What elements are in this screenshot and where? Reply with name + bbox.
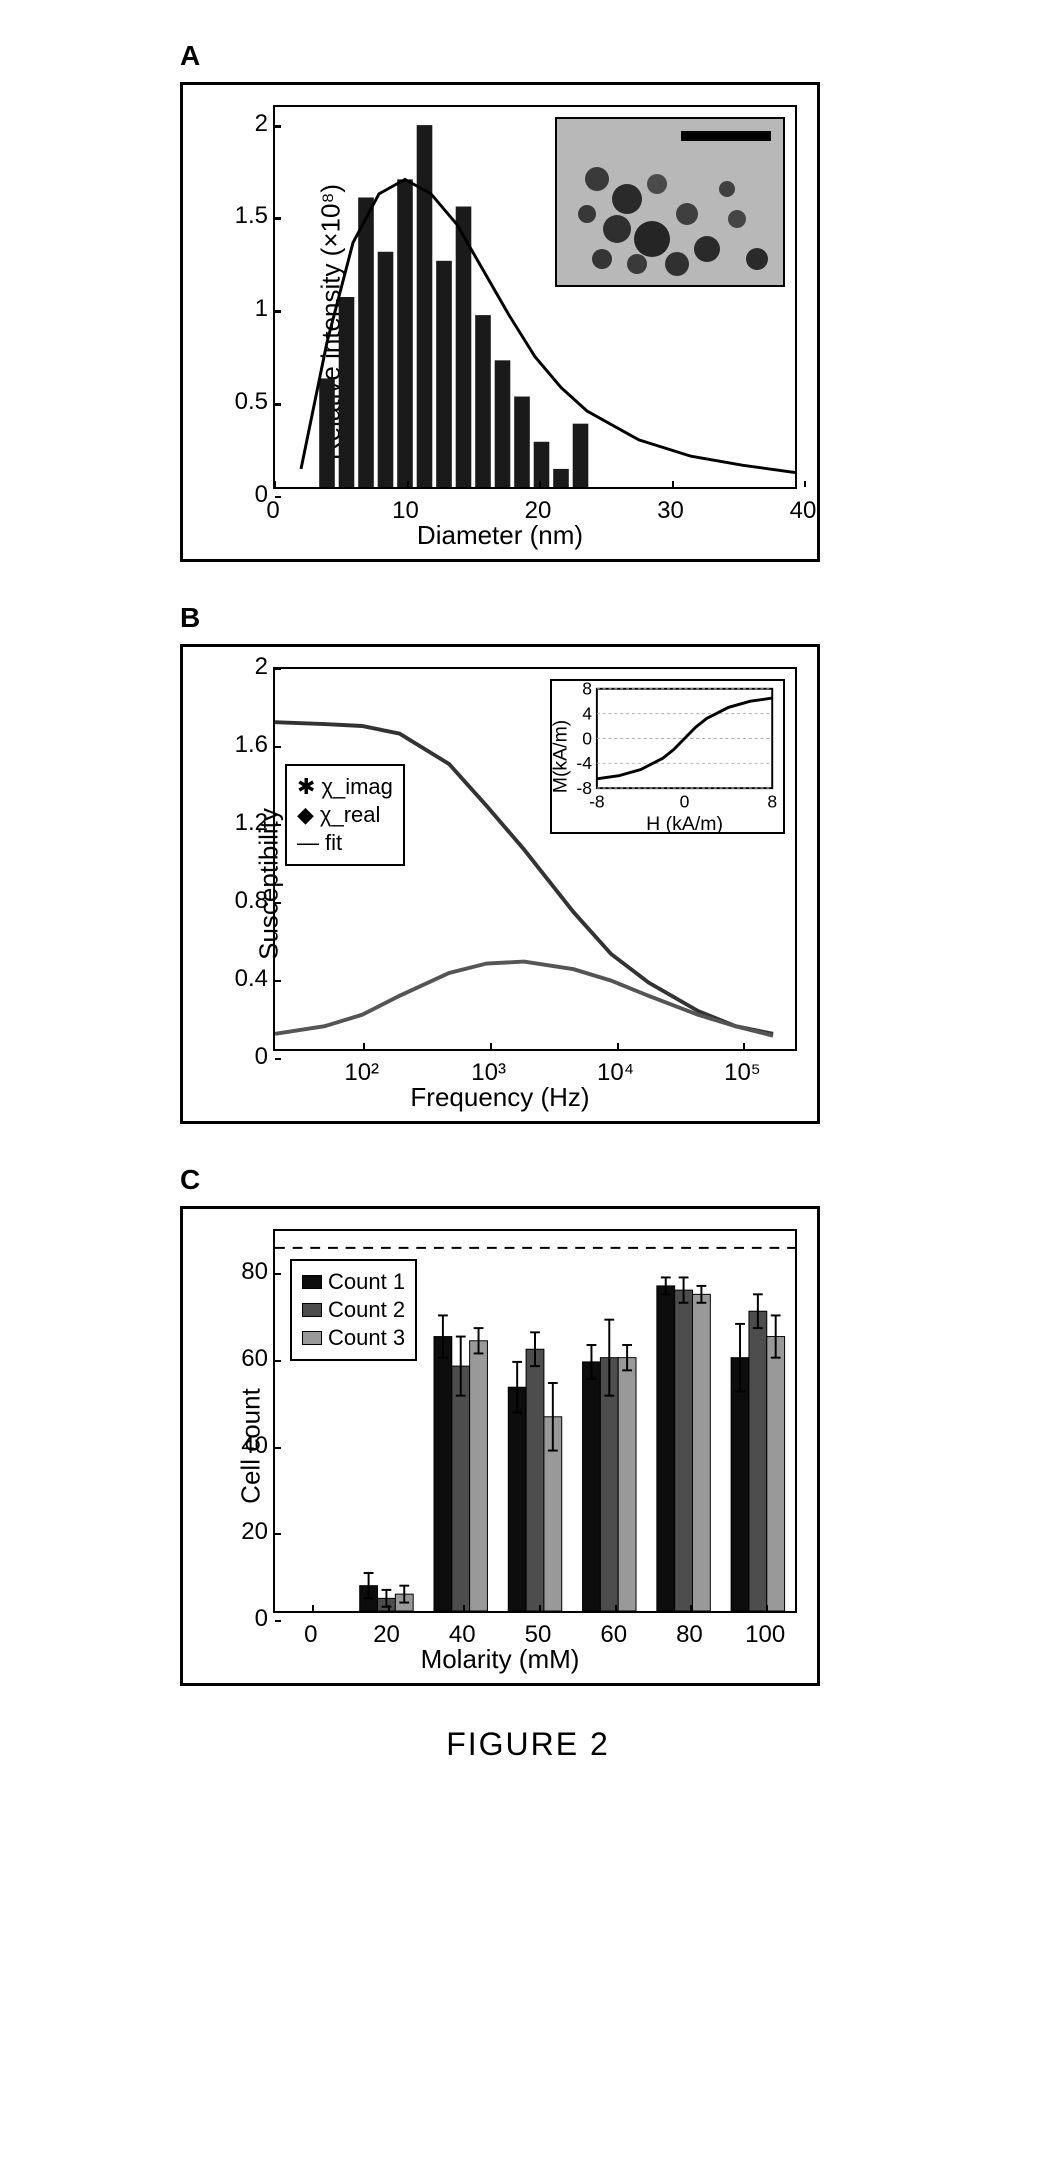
panel-a-xlabel: Diameter (nm)	[417, 520, 583, 551]
panel-a: A Relative intensity (×10⁸) Diameter (nm…	[180, 40, 876, 562]
panel-c-label: C	[180, 1164, 876, 1196]
svg-text:M(kA/m): M(kA/m)	[552, 720, 572, 794]
panel-b-legend: ✱χ_imag ◆χ_real —fit	[285, 764, 405, 866]
panel-a-chart: Relative intensity (×10⁸) Diameter (nm)	[180, 82, 820, 562]
legend-item-count2: Count 2	[302, 1297, 405, 1323]
panel-c-xlabel: Molarity (mM)	[421, 1644, 580, 1675]
figure-2: A Relative intensity (×10⁸) Diameter (nm…	[180, 40, 876, 1763]
panel-a-label: A	[180, 40, 876, 72]
svg-text:0: 0	[680, 792, 690, 812]
panel-a-inset-tem	[555, 117, 785, 287]
panel-c-legend: Count 1 Count 2 Count 3	[290, 1259, 417, 1361]
panel-c-chart: Cell count Molarity (mM) Count 1 Count 2…	[180, 1206, 820, 1686]
svg-text:0: 0	[582, 728, 592, 748]
tem-particles	[557, 119, 783, 285]
svg-text:-4: -4	[576, 753, 592, 773]
panel-b: B Susceptibility Frequency (Hz) ✱χ_imag …	[180, 602, 876, 1124]
svg-text:8: 8	[582, 681, 592, 699]
panel-b-chart: Susceptibility Frequency (Hz) ✱χ_imag ◆χ…	[180, 644, 820, 1124]
panel-b-inset: -8-4048-808M(kA/m)H (kA/m)	[550, 679, 785, 834]
panel-c-plot-area: Count 1 Count 2 Count 3	[273, 1229, 797, 1613]
legend-item-chi-imag: ✱χ_imag	[297, 774, 393, 800]
panel-b-plot-area: ✱χ_imag ◆χ_real —fit -8-4048-808M(kA/m)H…	[273, 667, 797, 1051]
figure-caption: FIGURE 2	[180, 1726, 876, 1763]
panel-a-plot-area	[273, 105, 797, 489]
svg-text:-8: -8	[589, 792, 605, 812]
svg-text:H (kA/m): H (kA/m)	[646, 813, 723, 832]
panel-c: C Cell count Molarity (mM) Count 1 Count…	[180, 1164, 876, 1686]
legend-item-count3: Count 3	[302, 1325, 405, 1351]
panel-b-label: B	[180, 602, 876, 634]
legend-item-chi-real: ◆χ_real	[297, 802, 393, 828]
legend-item-count1: Count 1	[302, 1269, 405, 1295]
legend-item-fit: —fit	[297, 830, 393, 856]
panel-b-inset-svg: -8-4048-808M(kA/m)H (kA/m)	[552, 681, 783, 832]
svg-text:8: 8	[767, 792, 777, 812]
svg-text:4: 4	[582, 703, 592, 723]
scalebar	[681, 131, 771, 141]
